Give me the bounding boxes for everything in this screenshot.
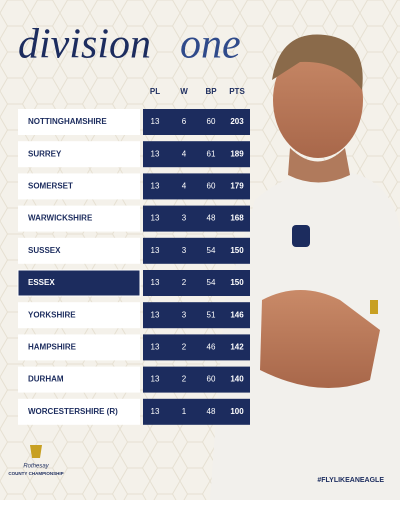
stat-value: 13	[151, 310, 160, 319]
team-cell	[18, 366, 140, 393]
column-header: PL	[150, 87, 160, 96]
stat-value: 13	[151, 246, 160, 255]
team-cell	[18, 205, 140, 232]
team-cell	[17, 269, 141, 297]
stat-value: 150	[230, 246, 244, 255]
team-name: ESSEX	[28, 278, 55, 287]
stat-value: 3	[182, 310, 187, 319]
stat-value: 3	[182, 214, 187, 223]
team-name: SOMERSET	[28, 182, 73, 191]
stat-value: 2	[182, 343, 187, 352]
stat-value: 48	[207, 407, 216, 416]
stats-cell	[143, 237, 250, 264]
team-name: WARWICKSHIRE	[28, 214, 93, 223]
team-cell	[18, 141, 140, 168]
logo-sponsor: Rothesay	[23, 464, 49, 470]
stat-value: 46	[207, 343, 216, 352]
stats-cell	[143, 141, 250, 168]
stats-cell	[143, 205, 250, 232]
team-name: HAMPSHIRE	[28, 343, 77, 352]
stat-value: 13	[151, 375, 160, 384]
stat-value: 13	[151, 278, 160, 287]
stat-value: 203	[230, 117, 244, 126]
stat-value: 1	[182, 407, 187, 416]
stats-cell	[143, 366, 250, 393]
team-cell	[18, 302, 140, 329]
stat-value: 60	[207, 375, 216, 384]
stat-value: 13	[151, 182, 160, 191]
stat-value: 60	[207, 117, 216, 126]
stat-value: 13	[151, 149, 160, 158]
stats-cell	[143, 398, 250, 425]
column-header: BP	[205, 87, 217, 96]
team-name: YORKSHIRE	[28, 310, 76, 319]
stats-cell	[143, 173, 250, 200]
team-cell	[18, 334, 140, 361]
stat-value: 51	[207, 310, 216, 319]
stat-value: 150	[230, 278, 244, 287]
stat-value: 4	[182, 182, 187, 191]
stat-value: 61	[207, 149, 216, 158]
title: division	[18, 22, 151, 68]
stat-value: 6	[182, 117, 187, 126]
stat-value: 60	[207, 182, 216, 191]
stat-value: 2	[182, 375, 187, 384]
player-photo	[210, 34, 400, 500]
stat-value: 142	[230, 343, 244, 352]
team-name: DURHAM	[28, 375, 64, 384]
stat-value: 13	[151, 407, 160, 416]
team-cell	[18, 109, 140, 135]
stat-value: 13	[151, 343, 160, 352]
team-name: SUSSEX	[28, 246, 61, 255]
stat-value: 140	[230, 375, 244, 384]
stat-value: 13	[151, 117, 160, 126]
team-name: SURREY	[28, 149, 62, 158]
stat-value: 168	[230, 214, 244, 223]
column-header: PTS	[229, 87, 245, 96]
stats-cell	[143, 302, 250, 329]
stat-value: 100	[230, 407, 244, 416]
stat-value: 3	[182, 246, 187, 255]
stat-value: 48	[207, 214, 216, 223]
stats-cell	[143, 270, 250, 296]
stat-value: 54	[207, 278, 216, 287]
stat-value: 4	[182, 149, 187, 158]
stat-value: 179	[230, 182, 244, 191]
team-name: WORCESTERSHIRE (R)	[28, 407, 118, 416]
stat-value: 13	[151, 214, 160, 223]
team-cell	[18, 237, 140, 264]
stat-value: 189	[230, 149, 244, 158]
title-accent: one	[180, 22, 241, 68]
stats-cell	[143, 109, 250, 135]
column-header: W	[180, 87, 188, 96]
stat-value: 2	[182, 278, 187, 287]
stats-cell	[143, 334, 250, 361]
stat-value: 146	[230, 310, 244, 319]
team-name: NOTTINGHAMSHIRE	[28, 117, 107, 126]
hashtag: #FLYLIKEANEAGLE	[317, 477, 384, 484]
team-cell	[18, 398, 140, 425]
team-cell	[18, 173, 140, 200]
stat-value: 54	[207, 246, 216, 255]
logo-name: COUNTY CHAMPIONSHIP	[8, 471, 63, 476]
competition-logo: Rothesay COUNTY CHAMPIONSHIP	[8, 445, 64, 476]
